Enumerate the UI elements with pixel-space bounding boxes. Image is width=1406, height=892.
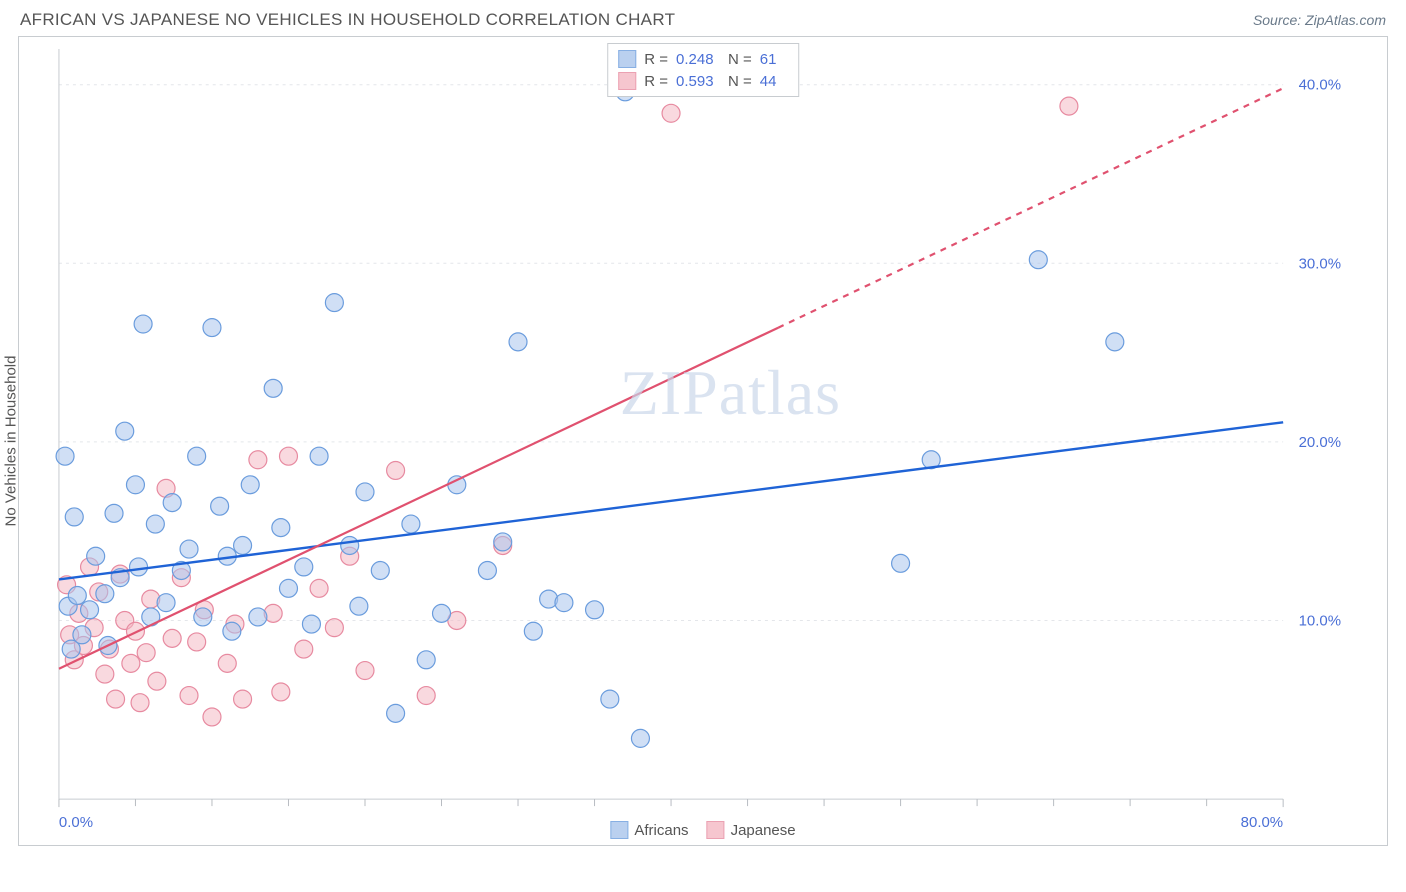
legend-r-label: R = [644, 51, 668, 68]
legend-r-label: R = [644, 73, 668, 90]
legend-n-value: 61 [760, 51, 788, 68]
svg-text:20.0%: 20.0% [1299, 434, 1341, 451]
y-axis-label: No Vehicles in Household [3, 356, 20, 527]
correlation-legend: R = 0.248 N = 61 R = 0.593 N = 44 [607, 43, 799, 97]
svg-text:80.0%: 80.0% [1241, 814, 1283, 831]
svg-text:30.0%: 30.0% [1299, 255, 1341, 272]
legend-item-japanese: Japanese [707, 821, 796, 839]
legend-n-label: N = [728, 51, 752, 68]
source-prefix: Source: [1253, 12, 1305, 28]
legend-swatch-japanese [707, 821, 725, 839]
svg-text:40.0%: 40.0% [1299, 77, 1341, 94]
series-legend: Africans Japanese [610, 821, 795, 839]
chart-title: AFRICAN VS JAPANESE NO VEHICLES IN HOUSE… [20, 10, 675, 30]
legend-n-label: N = [728, 73, 752, 90]
scatter-plot: 0.0% 80.0% 10.0% 20.0% 30.0% 40.0% [19, 37, 1387, 845]
legend-r-value: 0.248 [676, 51, 720, 68]
legend-n-value: 44 [760, 73, 788, 90]
source-name: ZipAtlas.com [1305, 12, 1386, 28]
legend-swatch-africans [610, 821, 628, 839]
legend-swatch-japanese [618, 72, 636, 90]
svg-text:10.0%: 10.0% [1299, 613, 1341, 630]
legend-row-africans: R = 0.248 N = 61 [618, 48, 788, 70]
chart-container: No Vehicles in Household ZIPatlas 0.0%80… [18, 36, 1388, 846]
legend-r-value: 0.593 [676, 73, 720, 90]
legend-label-africans: Africans [634, 822, 688, 839]
legend-swatch-africans [618, 50, 636, 68]
legend-label-japanese: Japanese [731, 822, 796, 839]
svg-text:0.0%: 0.0% [59, 814, 93, 831]
header: AFRICAN VS JAPANESE NO VEHICLES IN HOUSE… [0, 0, 1406, 36]
legend-row-japanese: R = 0.593 N = 44 [618, 70, 788, 92]
source-attribution: Source: ZipAtlas.com [1253, 12, 1386, 28]
legend-item-africans: Africans [610, 821, 688, 839]
